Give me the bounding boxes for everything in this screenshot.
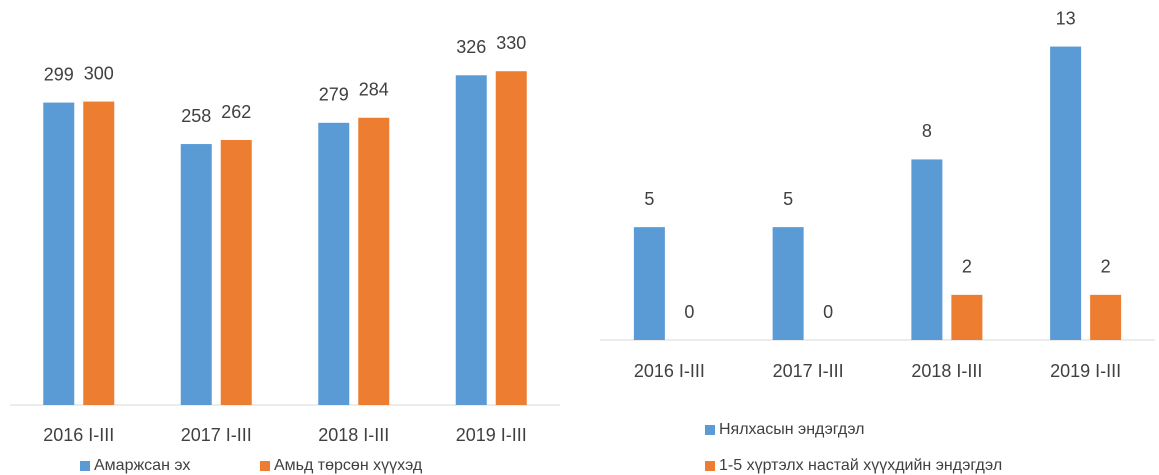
legend-label: 1-5 хүртэлх настай хүүхдийн эндэгдэл <box>719 457 1002 474</box>
bar <box>495 71 527 405</box>
bar <box>951 294 983 340</box>
data-label: 262 <box>221 102 251 122</box>
legend-swatch <box>705 461 715 471</box>
legend-swatch <box>705 425 715 435</box>
bar <box>318 122 350 405</box>
data-label: 0 <box>823 302 833 322</box>
x-tick-label: 2017 I-III <box>181 425 252 445</box>
data-label: 13 <box>1056 8 1076 28</box>
bar <box>220 140 252 405</box>
data-label: 5 <box>644 189 654 209</box>
x-tick-label: 2018 I-III <box>911 361 982 381</box>
data-label: 284 <box>359 80 389 100</box>
bar <box>1050 46 1082 340</box>
x-tick-label: 2018 I-III <box>318 425 389 445</box>
legend-label: Нялхасын эндэгдэл <box>719 421 865 438</box>
legend-label: Амьд төрсөн хүүхэд <box>274 457 423 474</box>
data-label: 299 <box>44 64 74 84</box>
data-label: 2 <box>962 257 972 277</box>
x-tick-label: 2019 I-III <box>456 425 527 445</box>
x-tick-label: 2016 I-III <box>43 425 114 445</box>
bar <box>455 75 487 405</box>
x-tick-label: 2016 I-III <box>634 361 705 381</box>
data-label: 5 <box>783 189 793 209</box>
bar <box>1090 294 1122 340</box>
data-label: 326 <box>456 37 486 57</box>
data-label: 330 <box>496 33 526 53</box>
bar <box>911 159 943 340</box>
bar <box>358 117 390 406</box>
bar <box>83 101 115 406</box>
data-label: 300 <box>84 63 114 83</box>
x-tick-label: 2017 I-III <box>773 361 844 381</box>
legend-swatch <box>260 461 270 471</box>
legend-swatch <box>80 461 90 471</box>
legend-label: Амаржсан эх <box>94 457 190 474</box>
bar <box>43 102 75 405</box>
bar <box>180 144 212 405</box>
data-label: 8 <box>922 121 932 141</box>
data-label: 0 <box>684 302 694 322</box>
x-tick-label: 2019 I-III <box>1050 361 1121 381</box>
bar <box>633 227 665 340</box>
bar <box>772 227 804 340</box>
data-label: 258 <box>181 106 211 126</box>
data-label: 279 <box>319 85 349 105</box>
data-label: 2 <box>1101 257 1111 277</box>
